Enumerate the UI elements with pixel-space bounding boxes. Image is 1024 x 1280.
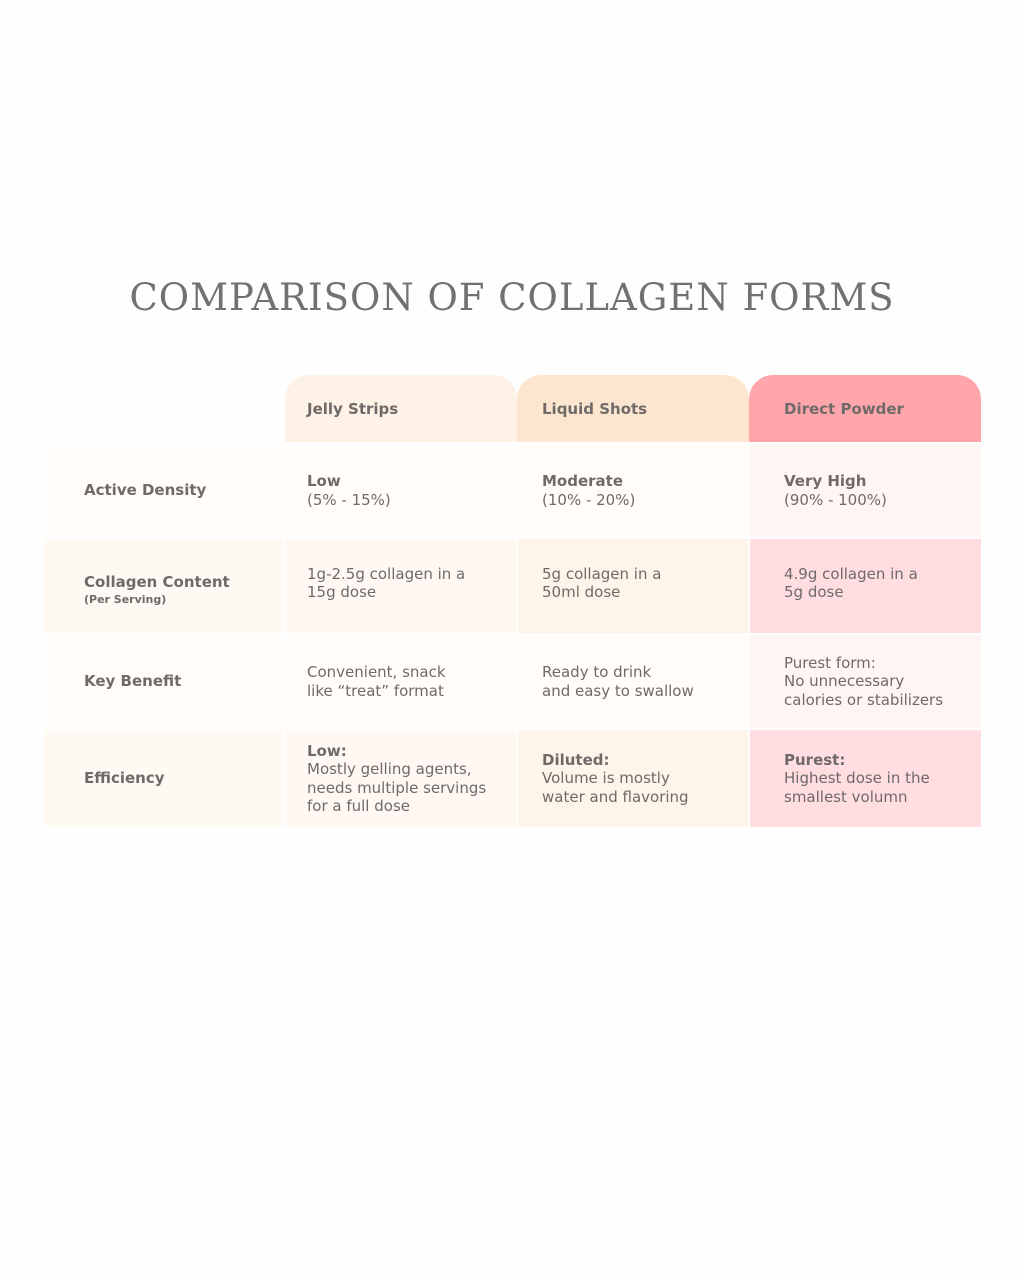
cell-text: (90% - 100%) — [784, 490, 887, 509]
table-cell: Diluted: Volume is mostly water and flav… — [518, 730, 748, 827]
row-label-efficiency: Efficiency — [44, 730, 283, 827]
cell-text: Purest form: — [784, 653, 876, 672]
cell-text: Highest dose in the — [784, 769, 930, 788]
cell-text: for a full dose — [307, 797, 410, 815]
cell-text: smallest volumn — [784, 787, 908, 806]
row-label-text: Key Benefit — [84, 672, 182, 691]
cell-text: Mostly gelling agents, — [307, 760, 472, 778]
row-label-text: Efficiency — [84, 769, 165, 788]
cell-text: No unnecessary — [784, 672, 905, 691]
table-cell: Convenient, snack like “treat” format — [286, 635, 516, 728]
cell-text: (5% - 15%) — [307, 490, 391, 509]
cell-strong-text: Very High — [784, 472, 867, 490]
cell-text: 15g dose — [307, 583, 377, 601]
page-title: COMPARISON OF COLLAGEN FORMS — [129, 276, 895, 319]
table-cell: 5g collagen in a 50ml dose — [518, 539, 748, 633]
row-label-text: Active Density — [84, 481, 207, 500]
cell-strong-text: Low: — [307, 741, 347, 760]
column-header-liquid-shots: Liquid Shots — [517, 375, 749, 442]
table-cell: Moderate (10% - 20%) — [518, 444, 748, 537]
cell-text: Convenient, snack — [307, 663, 446, 681]
row-label-key-benefit: Key Benefit — [44, 635, 283, 728]
cell-strong-text: Diluted: — [542, 750, 610, 769]
cell-text: calories or stabilizers — [784, 690, 944, 709]
cell-strong-text: Low — [307, 472, 341, 490]
cell-strong-text: Purest: — [784, 750, 846, 769]
table-cell: Ready to drink and easy to swallow — [518, 635, 748, 728]
column-header-label: Liquid Shots — [542, 399, 648, 418]
cell-text: 5g collagen in a — [542, 564, 662, 583]
table-cell: Very High (90% - 100%) — [750, 444, 981, 537]
cell-text: Ready to drink — [542, 663, 652, 681]
row-label-collagen-content: Collagen Content (Per Serving) — [44, 539, 283, 633]
table-cell: Low (5% - 15%) — [286, 444, 516, 537]
cell-text: Volume is mostly — [542, 769, 670, 788]
row-sublabel-text: (Per Serving) — [84, 593, 167, 607]
cell-strong-text: Moderate — [542, 472, 624, 490]
cell-text: 1g-2.5g collagen in a — [307, 564, 466, 583]
table-cell: Purest: Highest dose in the smallest vol… — [750, 730, 981, 827]
cell-text: water and flavoring — [542, 787, 689, 806]
cell-text: like “treat” format — [307, 681, 444, 700]
cell-text: 5g dose — [784, 583, 844, 601]
cell-text: (10% - 20%) — [542, 490, 636, 509]
cell-text: 4.9g collagen in a — [784, 564, 918, 583]
row-label-active-density: Active Density — [44, 444, 283, 537]
cell-text: and easy to swallow — [542, 681, 694, 700]
row-label-text: Collagen Content — [84, 572, 230, 591]
cell-text: 50ml dose — [542, 583, 621, 601]
column-header-direct-powder: Direct Powder — [749, 375, 981, 442]
table-cell: 1g-2.5g collagen in a 15g dose — [286, 539, 516, 633]
table-cell: Low: Mostly gelling agents, needs multip… — [286, 730, 516, 827]
column-header-jelly-strips: Jelly Strips — [285, 375, 517, 442]
table-cell: 4.9g collagen in a 5g dose — [750, 539, 981, 633]
column-header-label: Direct Powder — [784, 399, 904, 418]
column-header-label: Jelly Strips — [307, 399, 399, 418]
cell-text: needs multiple servings — [307, 778, 487, 797]
table-cell: Purest form: No unnecessary calories or … — [750, 635, 981, 728]
